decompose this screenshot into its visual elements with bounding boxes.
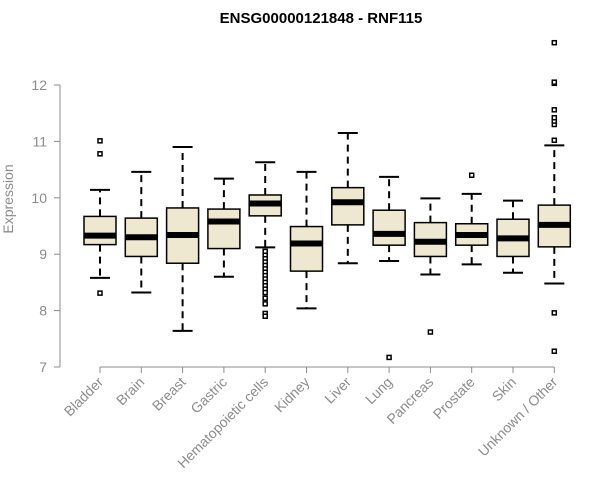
outlier-point — [551, 79, 558, 85]
box-group — [413, 197, 448, 335]
box-iqr — [207, 208, 241, 250]
outlier-point — [551, 107, 558, 113]
outlier-point — [551, 348, 558, 354]
box-group — [537, 39, 572, 354]
category-label: Bladder — [61, 374, 107, 420]
box-group — [331, 131, 365, 265]
box-iqr — [289, 225, 324, 272]
outlier-point — [386, 354, 392, 361]
category-label: Skin — [489, 374, 520, 405]
box-group — [454, 172, 489, 266]
outlier-point — [551, 114, 558, 121]
outlier-point — [262, 295, 268, 301]
box-group — [289, 170, 324, 310]
category-label: Prostate — [430, 374, 478, 422]
chart-title: ENSG00000121848 - RNF115 — [220, 10, 423, 27]
x-axis — [99, 366, 555, 373]
outlier-point — [262, 289, 268, 296]
y-axis: 7 8 9 10 11 12 — [31, 77, 61, 375]
outlier-point — [427, 329, 434, 335]
box-group — [124, 170, 159, 294]
box-group — [83, 138, 117, 296]
outlier-point — [97, 138, 103, 144]
box-iqr — [83, 215, 117, 246]
outlier-point — [551, 39, 558, 46]
category-label: Liver — [321, 374, 354, 407]
box-iqr — [331, 186, 365, 226]
y-tick-label: 11 — [32, 133, 47, 149]
y-tick-label: 9 — [39, 246, 47, 262]
box-group — [207, 177, 241, 278]
box-iqr — [372, 209, 406, 246]
box-group — [372, 175, 406, 361]
y-tick-label: 7 — [39, 359, 47, 375]
outlier-point — [551, 310, 558, 316]
box-series — [83, 39, 572, 361]
category-label: Kidney — [271, 374, 313, 416]
y-tick-label: 12 — [31, 77, 47, 93]
outlier-point — [97, 151, 103, 157]
outlier-point — [262, 313, 268, 319]
outlier-point — [262, 301, 268, 307]
box-group — [248, 161, 282, 319]
y-tick-label: 10 — [31, 190, 47, 206]
y-axis-title: Expression — [0, 164, 16, 233]
category-label: Lung — [362, 374, 395, 407]
category-label: Brain — [113, 374, 147, 408]
y-tick-label: 8 — [39, 303, 47, 319]
outlier-point — [97, 290, 103, 296]
outlier-point — [468, 172, 475, 178]
box-group — [165, 146, 200, 332]
box-group — [496, 199, 530, 274]
outlier-point — [551, 137, 558, 144]
category-label: Breast — [149, 374, 189, 414]
